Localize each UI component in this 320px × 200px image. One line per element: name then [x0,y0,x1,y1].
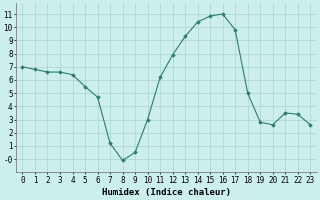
X-axis label: Humidex (Indice chaleur): Humidex (Indice chaleur) [102,188,231,197]
